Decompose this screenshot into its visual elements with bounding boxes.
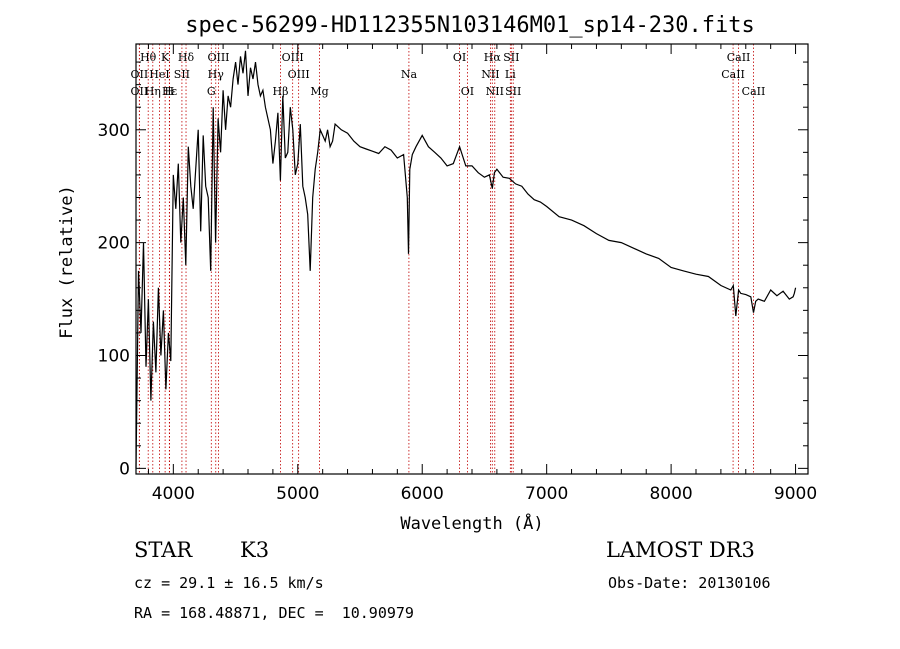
spectral-line-label: Hθ bbox=[140, 51, 157, 64]
axis-ticks: 4000 5000 6000 7000 8000 9000 0 100 200 300 bbox=[98, 44, 817, 504]
spectral-line-label: NII bbox=[481, 68, 499, 81]
spectral-line-label: SII bbox=[174, 68, 190, 81]
spectral-line-label: HeI bbox=[149, 68, 169, 81]
spectral-line-label: G bbox=[207, 85, 216, 98]
x-axis-label: Wavelength (Å) bbox=[400, 512, 543, 534]
spectral-line-label: Li bbox=[505, 68, 516, 81]
y-axis-label: Flux (relative) bbox=[57, 185, 77, 339]
survey-name: LAMOST DR3 bbox=[606, 538, 755, 562]
spectral-line-label: OII bbox=[131, 68, 149, 81]
spectral-line-label: Hα bbox=[484, 51, 502, 64]
object-class: STAR bbox=[134, 538, 193, 562]
x-tick-label: 7000 bbox=[525, 484, 568, 504]
x-tick-label: 9000 bbox=[774, 484, 817, 504]
spectral-line-label: OIII bbox=[207, 51, 229, 64]
y-tick-label: 200 bbox=[98, 234, 130, 254]
x-tick-label: 4000 bbox=[152, 484, 195, 504]
coordinates: RA = 168.48871, DEC = 10.90979 bbox=[134, 604, 414, 622]
observation-date: Obs-Date: 20130106 bbox=[608, 574, 771, 592]
spectral-line-label: OIII bbox=[282, 51, 304, 64]
spectral-line-label: K bbox=[161, 51, 170, 64]
spectral-line-label: CaII bbox=[727, 51, 751, 64]
y-tick-label: 300 bbox=[98, 121, 130, 141]
spectral-line-label: Hη bbox=[145, 85, 161, 98]
spectral-line-label: SII bbox=[505, 85, 521, 98]
x-tick-label: 6000 bbox=[401, 484, 444, 504]
spectral-line-label: OI bbox=[453, 51, 466, 64]
spectral-line-label: NII bbox=[486, 85, 504, 98]
x-tick-label: 5000 bbox=[276, 484, 319, 504]
y-tick-label: 100 bbox=[98, 346, 130, 366]
spectral-line-label: SII bbox=[503, 51, 519, 64]
spectral-line-label: OIII bbox=[288, 68, 310, 81]
spectral-line-label: OI bbox=[461, 85, 474, 98]
spectral-line-label: Hβ bbox=[273, 85, 289, 98]
spectral-line-label: CaII bbox=[742, 85, 766, 98]
spectral-lines-layer bbox=[138, 44, 754, 474]
spectral-line-label: Na bbox=[401, 68, 418, 81]
y-tick-label: 0 bbox=[119, 459, 130, 479]
spectral-line-label: H bbox=[165, 85, 175, 98]
spectral-line-label: OII bbox=[131, 85, 149, 98]
spectral-subclass: K3 bbox=[240, 538, 270, 562]
chart-title: spec-56299-HD112355N103146M01_sp14-230.f… bbox=[185, 13, 755, 38]
redshift-velocity: cz = 29.1 ± 16.5 km/s bbox=[134, 574, 324, 592]
spectral-line-label: Hδ bbox=[178, 51, 195, 64]
spectral-line-label: Mg bbox=[310, 85, 328, 98]
x-tick-label: 8000 bbox=[649, 484, 692, 504]
spectral-line-label: CaII bbox=[721, 68, 745, 81]
spectral-line-label: Hε bbox=[162, 85, 178, 98]
spectral-line-label: Hγ bbox=[208, 68, 225, 81]
spectrum-line bbox=[135, 50, 797, 469]
plot-frame bbox=[135, 43, 809, 475]
